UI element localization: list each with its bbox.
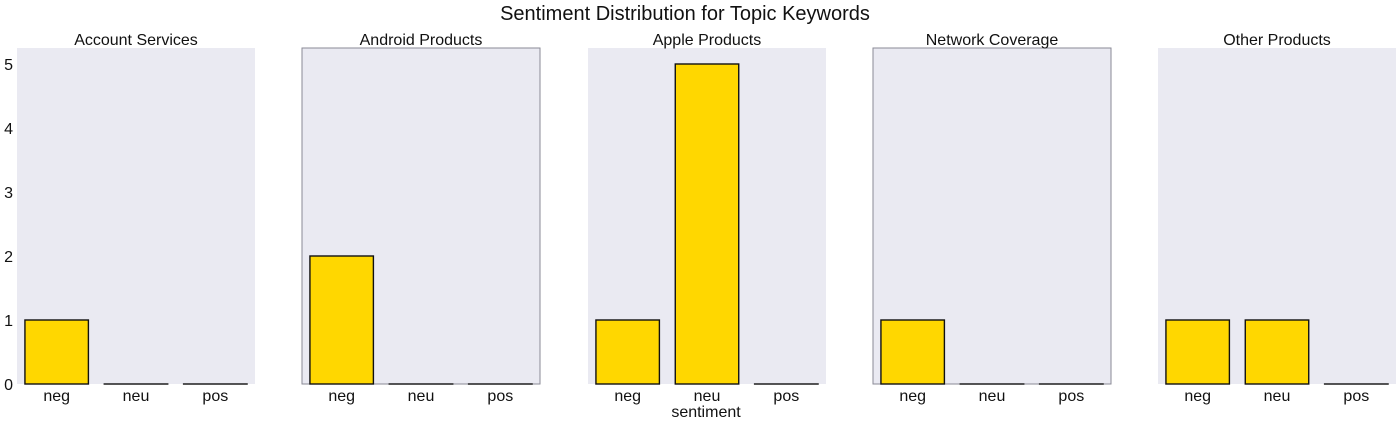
x-tick-label: neu [694,388,721,405]
x-tick-label: pos [1058,388,1084,405]
y-tick-label: 2 [4,249,13,266]
panel-title: Other Products [1223,32,1331,49]
y-tick-label: 4 [4,121,13,138]
x-tick-label: neg [43,388,70,405]
subplot-4: Other Products neg neu pos [1158,32,1396,405]
bar-neu [675,64,738,384]
panel-title: Network Coverage [926,32,1059,49]
bar-neg [1166,320,1229,384]
subplot-2: Apple Products neg neu pos [588,32,826,405]
chart-title: Sentiment Distribution for Topic Keyword… [500,3,870,25]
panel-title: Account Services [74,32,198,49]
y-tick-label: 5 [4,57,13,74]
x-tick-label: neu [123,388,150,405]
bar-neu [1245,320,1308,384]
x-tick-label: neu [979,388,1006,405]
panel-title: Android Products [360,32,483,49]
subplot-0: Account Services neg neu pos [17,32,255,405]
panel-title: Apple Products [653,32,762,49]
y-tick-label: 3 [4,185,13,202]
x-tick-label: neu [408,388,435,405]
x-tick-label: neg [328,388,355,405]
x-tick-label: pos [487,388,513,405]
bar-neg [310,256,373,384]
x-tick-label: neg [1184,388,1211,405]
x-tick-label: pos [773,388,799,405]
x-tick-label: neg [614,388,641,405]
x-axis-label: sentiment [671,404,741,421]
x-tick-label: neu [1264,388,1291,405]
y-tick-label: 1 [4,313,13,330]
bar-neg [596,320,659,384]
bar-neg [881,320,944,384]
bar-neg [25,320,88,384]
subplot-3: Network Coverage neg neu pos [873,32,1111,405]
x-tick-label: pos [1343,388,1369,405]
y-tick-label: 0 [4,377,13,394]
x-tick-label: pos [202,388,228,405]
x-tick-label: neg [899,388,926,405]
subplot-1: Android Products neg neu pos [302,32,540,405]
